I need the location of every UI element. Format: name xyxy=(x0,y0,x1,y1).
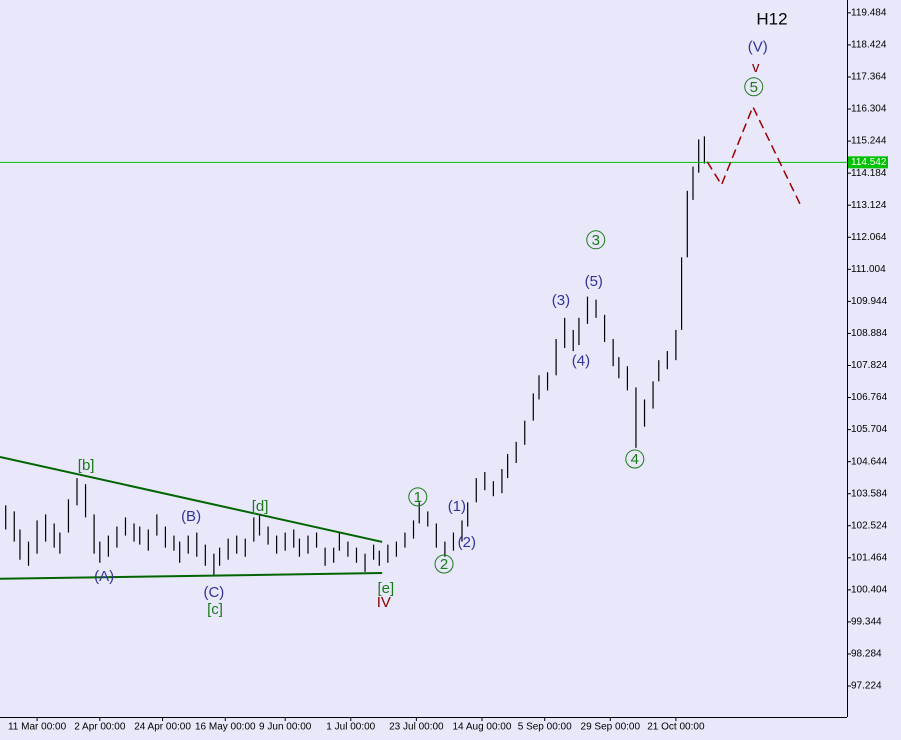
wave-label: [d] xyxy=(252,498,269,515)
trendline xyxy=(0,572,383,580)
wave-circle xyxy=(408,487,428,507)
wave-circle xyxy=(586,230,606,250)
y-tick-label: 107.824 xyxy=(851,360,888,371)
wave-label: [e] xyxy=(378,580,395,597)
y-tick-label: 114.184 xyxy=(851,168,887,179)
y-tick-label: 117.364 xyxy=(851,72,887,83)
wave-label: v xyxy=(752,59,760,76)
wave-circle xyxy=(625,449,645,469)
price-tag xyxy=(848,156,888,169)
x-tick-label: 21 Oct 00:00 xyxy=(647,722,705,733)
x-tick-label: 1 Jul 00:00 xyxy=(326,722,375,733)
y-tick-label: 116.304 xyxy=(851,104,887,115)
wave-label: 5 xyxy=(750,79,758,96)
wave-label: (V) xyxy=(748,39,768,56)
y-tick-label: 102.524 xyxy=(851,520,888,531)
chart-title: H12 xyxy=(756,9,787,28)
y-tick-label: 119.484 xyxy=(851,8,887,19)
y-tick-label: 115.244 xyxy=(851,136,887,147)
wave-circle xyxy=(744,77,764,97)
x-tick-label: 14 Aug 00:00 xyxy=(452,722,511,733)
x-tick-label: 5 Sep 00:00 xyxy=(518,722,572,733)
x-tick-label: 11 Mar 00:00 xyxy=(8,722,67,733)
x-tick-label: 24 Apr 00:00 xyxy=(134,722,191,733)
y-tick-label: 103.584 xyxy=(851,488,888,499)
trendline xyxy=(0,455,383,543)
x-tick-label: 23 Jul 00:00 xyxy=(389,722,444,733)
wave-label: 3 xyxy=(592,232,600,249)
x-tick-label: 9 Jun 00:00 xyxy=(259,722,312,733)
wave-label: 4 xyxy=(631,451,639,468)
x-tick-label: 2 Apr 00:00 xyxy=(74,722,126,733)
y-tick-label: 105.704 xyxy=(851,424,888,435)
y-tick-label: 99.344 xyxy=(851,617,882,628)
wave-label: (5) xyxy=(585,273,603,290)
wave-label: [b] xyxy=(78,457,95,474)
wave-label: (1) xyxy=(448,498,466,515)
price-tag-label: 114.542 xyxy=(851,157,887,168)
y-tick-label: 112.064 xyxy=(851,232,887,243)
wave-label: (4) xyxy=(572,353,590,370)
wave-label: 2 xyxy=(440,556,448,573)
wave-label: [c] xyxy=(207,601,223,618)
wave-label: (A) xyxy=(94,568,114,585)
y-tick-label: 111.004 xyxy=(851,264,886,275)
wave-circle xyxy=(434,554,454,574)
wave-label: (2) xyxy=(458,534,476,551)
y-tick-label: 104.644 xyxy=(851,456,888,467)
y-tick-label: 97.224 xyxy=(851,681,882,692)
y-tick-label: 101.464 xyxy=(851,552,888,563)
wave-label: IV xyxy=(377,594,391,611)
y-tick-label: 109.944 xyxy=(851,296,888,307)
wave-label: 1 xyxy=(414,489,422,506)
y-tick-label: 113.124 xyxy=(851,200,887,211)
y-tick-label: 100.404 xyxy=(851,585,888,596)
x-tick-label: 29 Sep 00:00 xyxy=(581,722,641,733)
y-tick-label: 98.284 xyxy=(851,649,882,660)
x-tick-label: 16 May 00:00 xyxy=(195,722,256,733)
wave-label: (C) xyxy=(203,584,224,601)
y-tick-label: 118.424 xyxy=(851,40,887,51)
y-tick-label: 108.884 xyxy=(851,328,888,339)
y-tick-label: 106.764 xyxy=(851,392,888,403)
wave-label: (3) xyxy=(552,292,570,309)
wave-label: (B) xyxy=(181,508,201,525)
